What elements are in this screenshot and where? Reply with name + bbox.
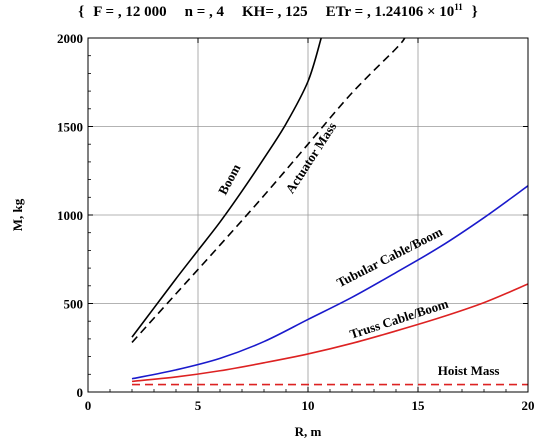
series-group: [131, 38, 528, 386]
series-line-boom: [131, 38, 322, 338]
series-line-tubular-cable-boom: [131, 185, 528, 380]
x-tick-label: 10: [302, 398, 315, 413]
series-annotation: Boom: [215, 161, 244, 197]
title-f-value: F = , 12 000: [93, 4, 167, 20]
x-axis-label: R, m: [295, 424, 322, 439]
series-line-actuator-mass: [131, 38, 406, 343]
series-annotation: Hoist Mass: [438, 363, 500, 378]
grid: [88, 38, 528, 392]
series-line-truss-cable-boom: [131, 283, 528, 383]
y-tick-label: 1000: [57, 208, 83, 223]
chart-title: { F = , 12 000 n = , 4 KH= , 125 ETr = , 1.2…: [0, 2, 556, 21]
series-annotation: Tubular Cable/Boom: [334, 224, 445, 290]
title-etr-base: ETr = , 1.24106 × 10: [325, 4, 455, 20]
y-tick-label: 500: [64, 297, 84, 312]
title-etr-value: ETr = , 1.24106 × 1011: [325, 2, 463, 20]
tick-group: 0 5 10 15 20 0 500 1000 1500 2000: [57, 31, 535, 413]
y-tick-label: 2000: [57, 31, 83, 46]
y-tick-label: 1500: [57, 120, 83, 135]
y-axis-label: M, kg: [10, 198, 25, 231]
x-tick-label: 15: [412, 398, 426, 413]
x-tick-label: 20: [522, 398, 535, 413]
title-n-value: n = , 4: [184, 4, 224, 20]
title-open-brace: {: [78, 4, 85, 20]
x-tick-label: 0: [85, 398, 92, 413]
x-tick-label: 5: [195, 398, 202, 413]
title-kh-value: KH= , 125: [242, 4, 308, 20]
series-annotation: Actuator Mass: [282, 119, 339, 196]
title-etr-exponent: 11: [454, 2, 463, 12]
y-tick-label: 0: [77, 385, 84, 400]
title-close-brace: }: [471, 4, 478, 20]
